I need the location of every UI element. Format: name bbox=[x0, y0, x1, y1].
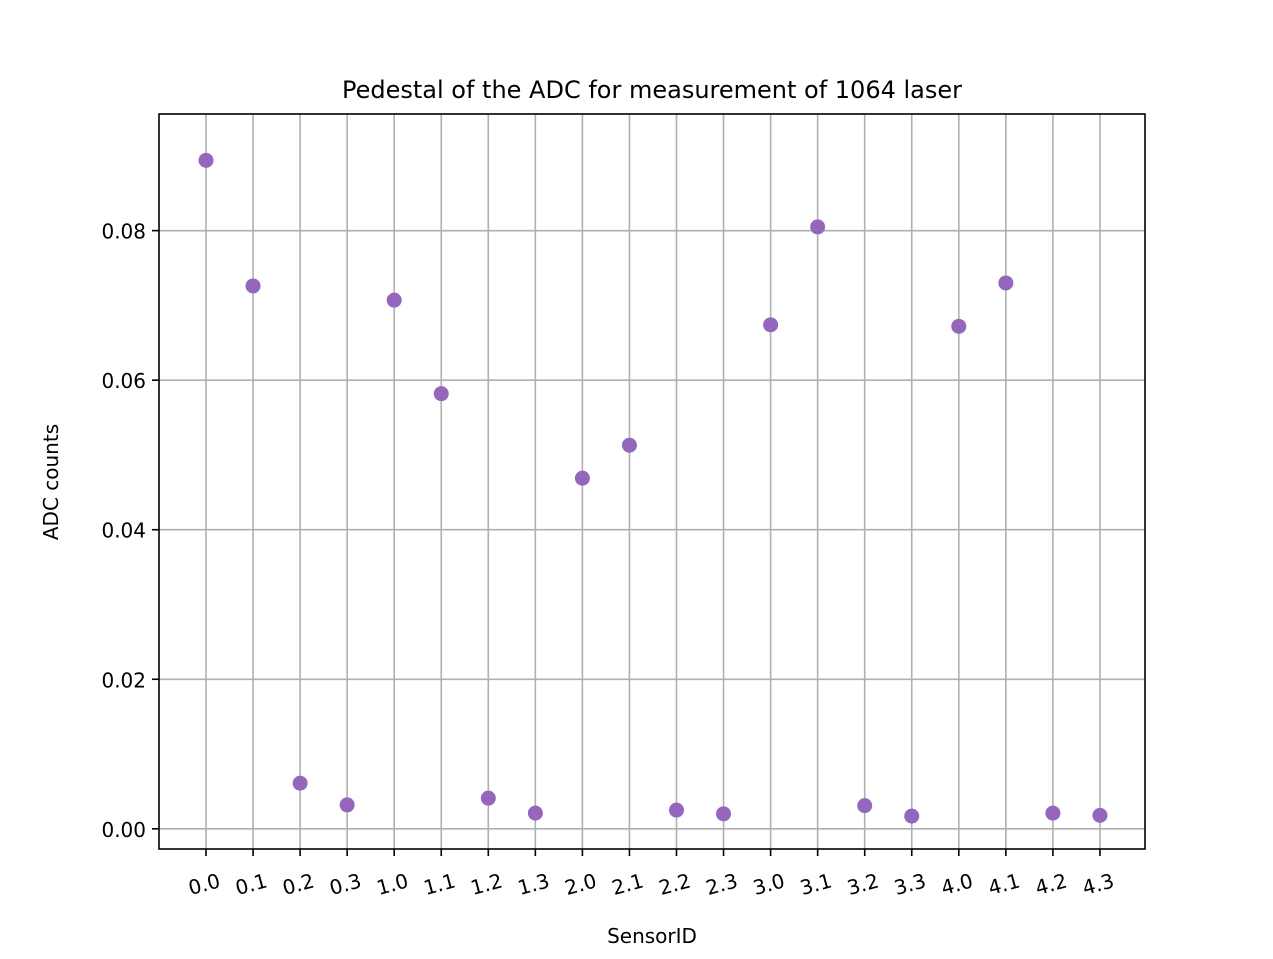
data-point bbox=[433, 386, 449, 402]
y-axis-label: ADC counts bbox=[39, 424, 63, 540]
y-tick-label: 0.00 bbox=[101, 818, 146, 842]
data-point bbox=[669, 802, 684, 818]
y-tick-label: 0.04 bbox=[101, 519, 146, 543]
data-point bbox=[998, 275, 1014, 291]
data-point bbox=[339, 797, 355, 813]
data-point bbox=[810, 219, 826, 235]
chart-title: Pedestal of the ADC for measurement of 1… bbox=[342, 76, 962, 104]
data-point bbox=[904, 808, 920, 824]
data-points bbox=[198, 152, 1108, 824]
data-point bbox=[198, 152, 214, 168]
data-point bbox=[1092, 807, 1108, 823]
data-point bbox=[386, 292, 402, 308]
y-tick-label: 0.06 bbox=[101, 369, 146, 393]
data-point bbox=[621, 437, 637, 453]
y-tick-label: 0.08 bbox=[101, 220, 146, 244]
data-point bbox=[480, 790, 496, 806]
data-point bbox=[716, 806, 732, 822]
data-point bbox=[527, 805, 543, 821]
data-point bbox=[857, 798, 873, 814]
plot-frame bbox=[158, 113, 1146, 850]
y-tick-label: 0.02 bbox=[101, 668, 146, 692]
data-point bbox=[951, 318, 967, 334]
data-point bbox=[763, 317, 779, 333]
x-axis-label: SensorID bbox=[607, 924, 697, 948]
data-point bbox=[245, 278, 261, 294]
data-point bbox=[1045, 805, 1061, 821]
y-axis-ticks: 0.00 0.02 0.04 0.06 0.08 bbox=[101, 220, 159, 842]
data-point bbox=[292, 775, 308, 791]
data-point bbox=[574, 470, 590, 486]
